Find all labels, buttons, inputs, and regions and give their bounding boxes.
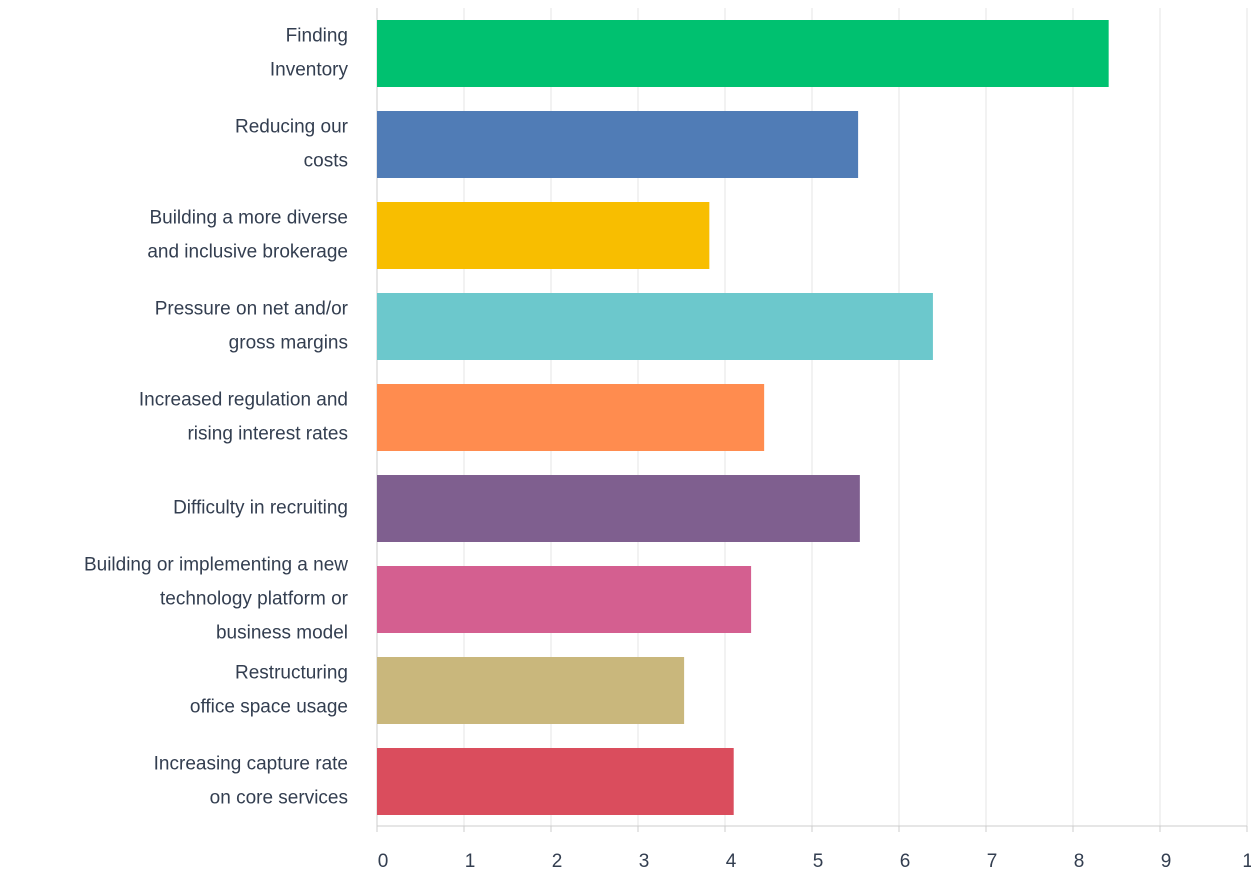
bar bbox=[377, 657, 685, 724]
y-tick-label: Increased regulation and rising interest … bbox=[139, 390, 348, 445]
y-tick-label: Building or implementing a new technology… bbox=[84, 555, 349, 644]
y-tick-label: Pressure on net and/or gross margins bbox=[155, 299, 349, 354]
y-tick-label: Difficulty in recruiting bbox=[173, 498, 348, 519]
bar bbox=[377, 475, 860, 542]
bar bbox=[377, 384, 765, 451]
y-tick-label: Increasing capture rate on core services bbox=[154, 754, 348, 809]
x-tick-label: 8 bbox=[1074, 851, 1085, 872]
bar bbox=[377, 748, 734, 815]
x-tick-label: 4 bbox=[726, 851, 737, 872]
bar bbox=[377, 566, 752, 633]
bar bbox=[377, 20, 1109, 87]
y-tick-label: Restructuring office space usage bbox=[190, 663, 348, 718]
x-tick-label: 6 bbox=[900, 851, 911, 872]
y-tick-label: Reducing our costs bbox=[235, 117, 349, 172]
bar bbox=[377, 111, 859, 178]
x-tick-label: 2 bbox=[552, 851, 563, 872]
x-tick-label: 5 bbox=[813, 851, 824, 872]
x-tick-label: 0 bbox=[378, 851, 389, 872]
y-tick-label: Finding Inventory bbox=[270, 26, 349, 81]
x-tick-label: 1 bbox=[465, 851, 476, 872]
bar bbox=[377, 293, 933, 360]
x-tick-label: 10 bbox=[1242, 851, 1251, 872]
x-tick-label: 7 bbox=[987, 851, 998, 872]
y-tick-label: Building a more diverse and inclusive bro… bbox=[147, 208, 348, 263]
x-tick-label: 3 bbox=[639, 851, 650, 872]
bar bbox=[377, 202, 710, 269]
x-tick-label: 9 bbox=[1161, 851, 1172, 872]
